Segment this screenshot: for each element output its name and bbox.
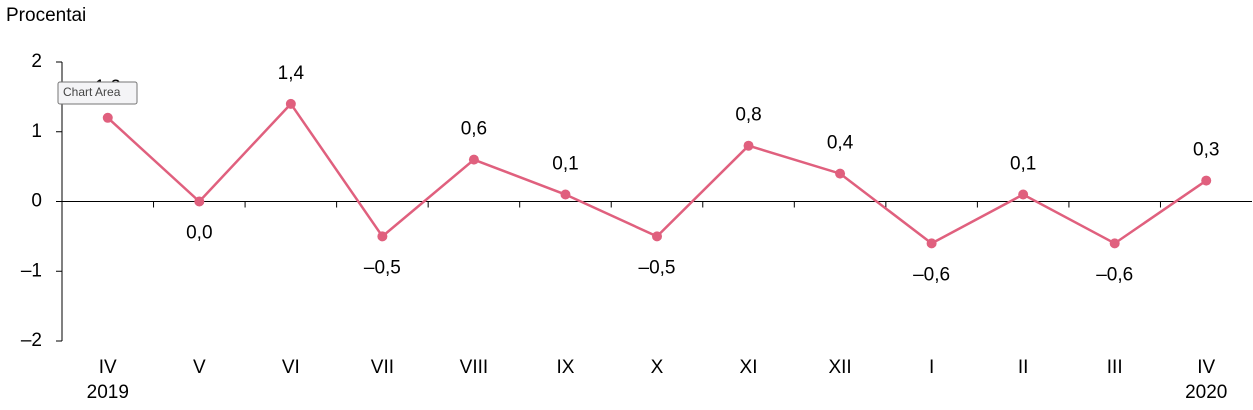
point <box>835 168 846 179</box>
y-axis-label: Procentai <box>6 5 86 26</box>
value-label: 0,0 <box>186 223 212 244</box>
point <box>194 196 205 207</box>
x-tick-label: XI <box>740 357 758 378</box>
x-tick-label: VII <box>371 357 394 378</box>
x-tick-label: X <box>651 357 664 378</box>
point <box>285 98 296 109</box>
y-tick-label: –1 <box>21 260 42 281</box>
value-label: –0,6 <box>913 264 950 285</box>
point <box>1201 175 1212 186</box>
x-tick-label: VIII <box>460 357 489 378</box>
line <box>106 101 1207 245</box>
x-tick-label: V <box>193 357 206 378</box>
x-tick-label: III <box>1107 357 1123 378</box>
point <box>652 231 662 242</box>
value-label: 0,1 <box>552 154 578 175</box>
x-tick-label: VI <box>282 357 300 378</box>
point <box>560 189 571 200</box>
point <box>102 112 113 123</box>
value-label: 0,1 <box>1010 154 1036 175</box>
value-label: 0,6 <box>461 119 487 140</box>
value-label: 0,4 <box>827 133 854 154</box>
point <box>743 140 754 151</box>
value-label: –0,5 <box>364 257 401 278</box>
y-tick-label: –2 <box>21 330 42 351</box>
x-tick-label: II <box>1018 357 1029 378</box>
x-tick-label: I <box>929 357 934 378</box>
x-tick-label: IV <box>99 357 117 378</box>
value-label: –0,6 <box>1096 264 1133 285</box>
x-tick-label: XII <box>828 357 851 378</box>
y-tick-label: 1 <box>31 121 42 142</box>
x-tick-label: IV <box>1197 357 1215 378</box>
x-tick-label: 2019 <box>87 382 129 403</box>
value-label: –0,5 <box>639 257 676 278</box>
value-label: 1,4 <box>278 63 305 84</box>
x-tick-label: 2020 <box>1185 382 1227 403</box>
point <box>926 238 937 249</box>
point <box>377 231 388 242</box>
tooltip-box <box>57 81 138 105</box>
x-tick-label: IX <box>556 357 574 378</box>
y-tick-label: 0 <box>31 191 42 212</box>
point <box>1109 238 1120 249</box>
point <box>468 154 479 165</box>
tooltip: Chart Area <box>63 85 121 99</box>
y-tick-label: 2 <box>31 51 42 72</box>
value-label: 0,3 <box>1193 140 1219 161</box>
point <box>1018 189 1029 200</box>
value-label: 0,8 <box>735 105 761 126</box>
